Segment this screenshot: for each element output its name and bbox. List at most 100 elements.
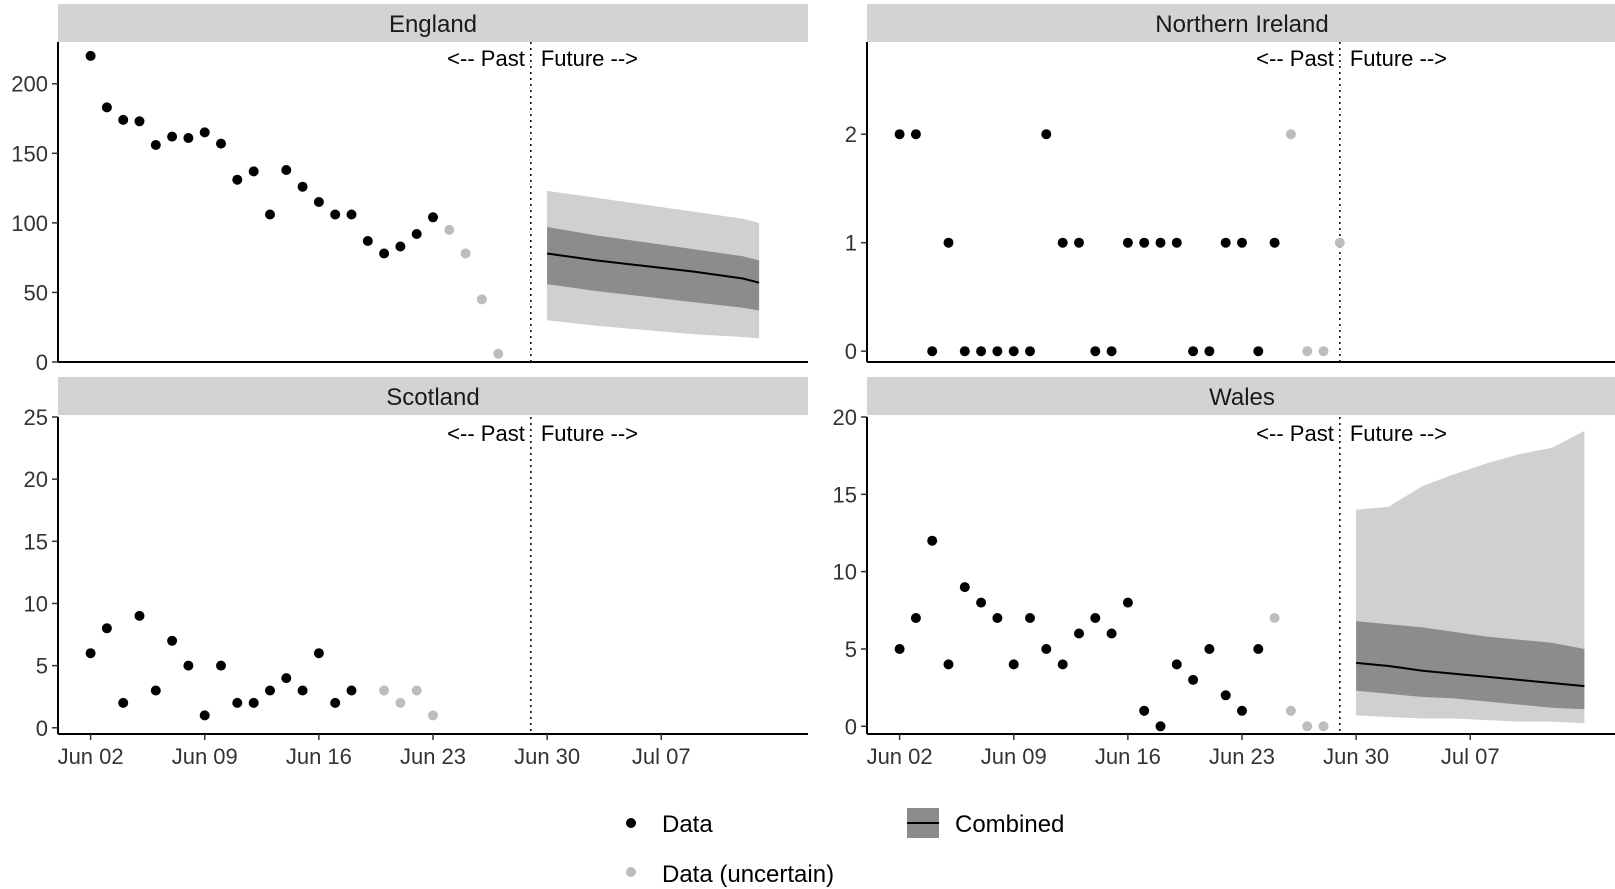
data-point bbox=[976, 597, 987, 608]
uncertain-data-point bbox=[460, 248, 471, 259]
uncertain-data-point bbox=[1285, 129, 1296, 140]
uncertain-data-point bbox=[379, 685, 390, 696]
data-point bbox=[1171, 659, 1182, 670]
data-point bbox=[943, 659, 954, 670]
forecast-median-line bbox=[546, 252, 760, 284]
uncertain-data-point bbox=[411, 685, 422, 696]
y-tick-label: 0 bbox=[36, 716, 48, 741]
future-label: Future --> bbox=[541, 46, 638, 71]
data-point bbox=[297, 181, 308, 192]
y-tick-label: 200 bbox=[11, 72, 48, 97]
x-tick-label: Jun 09 bbox=[981, 744, 1047, 769]
data-point bbox=[1139, 705, 1150, 716]
data-point bbox=[1122, 597, 1133, 608]
panel-title: Northern Ireland bbox=[1155, 11, 1328, 38]
x-tick-label: Jul 07 bbox=[632, 744, 691, 769]
data-point bbox=[411, 229, 422, 239]
past-label: <-- Past bbox=[1256, 46, 1334, 71]
y-tick-label: 5 bbox=[36, 654, 48, 679]
data-point bbox=[313, 648, 324, 659]
x-tick-label: Jun 02 bbox=[867, 744, 933, 769]
panel-title: England bbox=[389, 11, 477, 38]
y-tick-label: 1 bbox=[845, 231, 857, 256]
facet-strip bbox=[867, 4, 1615, 42]
facet-strip bbox=[58, 4, 808, 42]
y-tick-label: 0 bbox=[36, 350, 48, 375]
data-point bbox=[118, 114, 129, 125]
facet-strip bbox=[867, 377, 1615, 415]
x-tick-label: Jun 02 bbox=[58, 744, 124, 769]
y-tick-label: 50 bbox=[24, 280, 48, 305]
data-point bbox=[1220, 237, 1231, 248]
data-point bbox=[894, 644, 905, 654]
data-point bbox=[927, 535, 938, 546]
data-point bbox=[1057, 237, 1068, 248]
panel-2: Scotland <-- Past Future --> 0 5 10 15 20 25 Jun … bbox=[24, 377, 808, 769]
data-point bbox=[992, 613, 1003, 623]
data-point bbox=[167, 131, 178, 142]
data-point bbox=[1237, 237, 1247, 248]
data-point bbox=[1041, 644, 1052, 654]
data-point bbox=[1057, 659, 1068, 670]
y-tick-label: 10 bbox=[24, 591, 48, 616]
uncertain-data-point bbox=[1334, 237, 1345, 248]
forecast-inner-band bbox=[1356, 621, 1585, 710]
data-point bbox=[134, 610, 145, 621]
data-point bbox=[232, 697, 243, 708]
uncertain-data-point bbox=[428, 710, 438, 721]
x-tick-label: Jun 30 bbox=[514, 744, 580, 769]
uncertain-data-point bbox=[1285, 705, 1296, 716]
data-point bbox=[1139, 237, 1150, 248]
x-tick-label: Jul 07 bbox=[1441, 744, 1500, 769]
legend-uncertain-label: Data (uncertain) bbox=[662, 861, 834, 888]
y-tick-label: 150 bbox=[11, 141, 48, 166]
data-point bbox=[297, 685, 308, 696]
panel-title: Scotland bbox=[386, 384, 479, 411]
data-point bbox=[1074, 628, 1084, 639]
data-point bbox=[199, 710, 210, 721]
uncertain-data-point bbox=[493, 348, 504, 359]
data-point bbox=[1008, 659, 1019, 670]
y-tick-label: 20 bbox=[24, 467, 48, 492]
data-point bbox=[1074, 237, 1084, 248]
future-label: Future --> bbox=[1350, 46, 1447, 71]
data-point bbox=[1008, 346, 1019, 357]
data-point bbox=[1171, 237, 1182, 248]
uncertain-data-point bbox=[444, 224, 455, 235]
legend-uncertain-key bbox=[626, 867, 636, 877]
data-point bbox=[1204, 644, 1215, 654]
data-point bbox=[1204, 346, 1215, 357]
x-tick-label: Jun 30 bbox=[1323, 744, 1389, 769]
data-point bbox=[943, 237, 954, 248]
y-tick-label: 5 bbox=[845, 637, 857, 662]
data-point bbox=[232, 174, 243, 185]
y-tick-label: 15 bbox=[833, 482, 857, 507]
facet-strip bbox=[58, 377, 808, 415]
data-point bbox=[248, 166, 259, 177]
panels: England<-- Past Future -->050100150200Nor… bbox=[11, 4, 1615, 769]
data-point bbox=[330, 697, 341, 708]
data-point bbox=[281, 673, 292, 684]
data-point bbox=[1025, 613, 1035, 623]
data-point bbox=[167, 635, 178, 646]
data-point bbox=[199, 127, 210, 138]
data-point bbox=[134, 116, 145, 127]
data-point bbox=[248, 697, 259, 708]
data-point bbox=[265, 209, 275, 220]
data-point bbox=[910, 613, 921, 623]
data-point bbox=[101, 623, 112, 634]
uncertain-data-point bbox=[476, 294, 487, 305]
y-tick-label: 15 bbox=[24, 529, 48, 554]
data-point bbox=[118, 697, 129, 708]
x-tick-label: Jun 16 bbox=[286, 744, 352, 769]
data-point bbox=[281, 165, 292, 175]
past-label: <-- Past bbox=[447, 46, 525, 71]
data-point bbox=[85, 648, 96, 659]
data-point bbox=[1090, 613, 1101, 623]
data-point bbox=[346, 685, 357, 696]
data-point bbox=[265, 685, 275, 696]
panel-1: Northern Ireland <-- Past Future --> 0 1 2 bbox=[845, 4, 1615, 364]
y-tick-label: 2 bbox=[845, 122, 857, 147]
legend: Data Data (uncertain) Combined bbox=[626, 808, 1064, 888]
data-point bbox=[313, 197, 324, 207]
